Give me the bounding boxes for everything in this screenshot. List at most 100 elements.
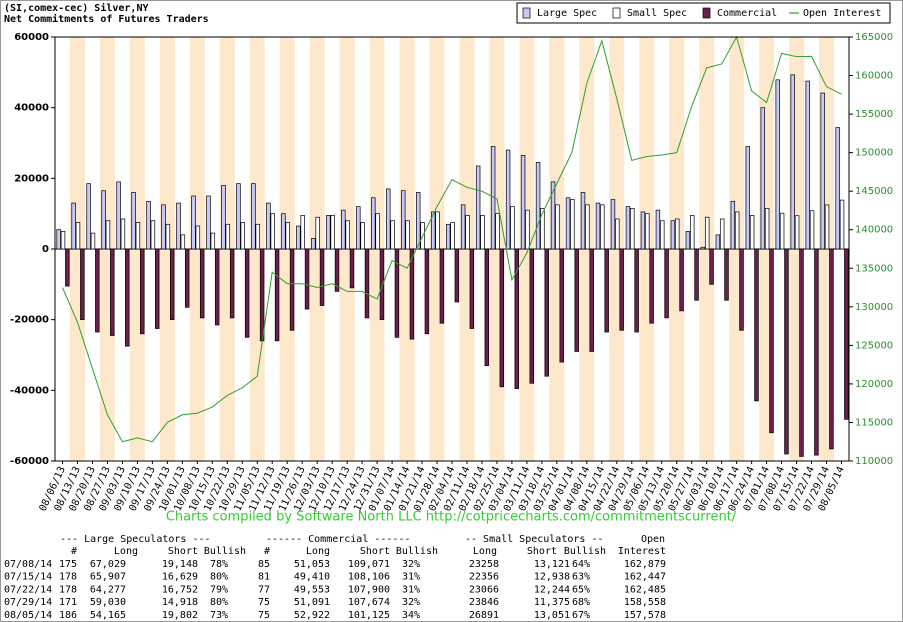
bar	[805, 80, 810, 250]
bar	[675, 218, 680, 250]
legend-swatch	[522, 7, 531, 19]
bar	[655, 209, 661, 250]
table-cell: 75	[258, 610, 270, 621]
bar	[170, 248, 175, 321]
bar	[386, 188, 391, 250]
table-cell: 34%	[402, 610, 420, 621]
table-cell: 49,410	[294, 572, 330, 583]
table-header: Short	[360, 546, 390, 557]
bar	[585, 204, 590, 250]
bar	[775, 79, 780, 250]
bar	[116, 181, 121, 250]
bar	[809, 210, 815, 250]
bar	[495, 213, 500, 250]
table-cell: 23258	[469, 559, 499, 570]
table-cell: 101,125	[348, 610, 390, 621]
y2-tick-label: 135000	[855, 263, 893, 274]
y-tick-label: 0	[42, 244, 49, 255]
bar	[281, 213, 286, 250]
bar	[266, 202, 271, 250]
legend-label: Large Spec	[537, 8, 597, 19]
bar	[760, 107, 766, 250]
y-tick-label: -60000	[10, 456, 49, 467]
bar	[289, 248, 295, 331]
bar	[615, 218, 620, 250]
table-cell: 16,752	[162, 584, 198, 595]
legend-swatch	[702, 7, 711, 19]
bar	[184, 248, 190, 308]
bar	[379, 248, 385, 321]
table-cell: 108,106	[348, 572, 390, 583]
bar	[285, 222, 290, 250]
bar	[394, 248, 400, 338]
y-tick-label: 60000	[14, 32, 49, 43]
table-cell: 109,071	[348, 559, 390, 570]
bar	[625, 206, 631, 250]
table-header: Short	[527, 546, 557, 557]
bar	[700, 246, 706, 250]
bar	[640, 211, 646, 250]
bar	[649, 248, 654, 324]
table-cell: 14,918	[162, 597, 198, 608]
y2-tick-label: 125000	[855, 340, 893, 351]
y2-tick-label: 160000	[855, 71, 893, 82]
bar	[405, 220, 410, 250]
bar	[484, 248, 490, 366]
table-cell: 78%	[210, 559, 228, 570]
y-tick-label: -20000	[10, 315, 49, 326]
bar	[734, 211, 740, 250]
bar	[390, 220, 395, 250]
table-group: Open	[641, 534, 665, 545]
table-cell: 07/29/14	[4, 597, 52, 608]
table-cell: 59,030	[90, 597, 126, 608]
bar	[415, 192, 421, 250]
bar	[754, 248, 759, 402]
bar	[131, 192, 136, 250]
bar	[214, 248, 220, 326]
bar	[199, 248, 205, 319]
bar	[206, 195, 211, 250]
table-cell: 31%	[402, 572, 420, 583]
table-cell: 162,879	[624, 559, 666, 570]
legend-label: Commercial	[717, 8, 777, 19]
bar	[589, 248, 594, 352]
bar	[529, 248, 534, 384]
table-cell: 157,578	[624, 610, 666, 621]
bar	[824, 204, 830, 250]
table-cell: 63%	[572, 572, 590, 583]
table-header: Bullish	[204, 546, 246, 557]
bar	[844, 248, 849, 420]
table-cell: 107,900	[348, 584, 390, 595]
bar	[630, 208, 635, 250]
bar	[304, 248, 310, 310]
table-cell: 65,907	[90, 572, 126, 583]
table-cell: 80%	[210, 597, 228, 608]
table-group: -- Small Speculators --	[465, 534, 603, 545]
bar	[146, 200, 151, 250]
bar	[505, 149, 511, 250]
bar	[135, 222, 141, 250]
table-header: #	[71, 546, 77, 557]
bar	[749, 215, 755, 250]
bar	[645, 213, 650, 250]
table-cell: 07/08/14	[4, 559, 52, 570]
bar	[480, 215, 485, 250]
bar	[565, 197, 571, 250]
table-cell: 12,244	[534, 584, 570, 595]
bar	[341, 209, 346, 250]
bar	[595, 202, 601, 250]
y2-tick-label: 150000	[855, 148, 893, 159]
bar	[430, 211, 436, 250]
bar	[80, 248, 85, 321]
bar	[469, 248, 475, 329]
table-cell: 79%	[210, 584, 228, 595]
bar	[424, 248, 430, 335]
bar	[604, 248, 609, 333]
table-cell: 19,802	[162, 610, 198, 621]
bar	[814, 248, 819, 456]
bar	[694, 248, 699, 301]
table-cell: 54,165	[90, 610, 126, 621]
bar	[311, 238, 316, 250]
bar	[259, 248, 265, 342]
bar	[445, 223, 451, 250]
